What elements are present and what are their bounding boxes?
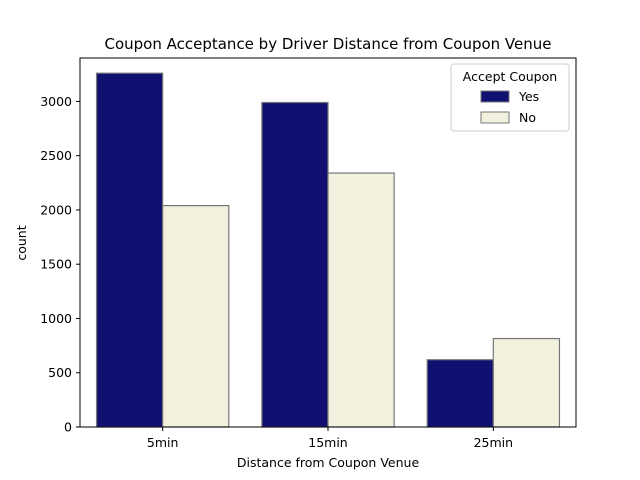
y-tick-label: 1000 [40, 311, 72, 326]
y-tick-label: 1500 [40, 257, 72, 272]
y-tick-label: 500 [48, 365, 72, 380]
bar-no-25min [492, 337, 561, 428]
x-axis: 5min 15min 25min [147, 427, 513, 450]
y-tick-label: 3000 [40, 94, 72, 109]
legend-title: Accept Coupon [463, 69, 557, 84]
legend: Accept Coupon Yes No [450, 63, 570, 132]
y-tick-label: 2000 [40, 202, 72, 217]
bar-yes-15min [261, 101, 329, 428]
y-tick-label: 0 [64, 420, 72, 435]
y-tick-label: 2500 [40, 148, 72, 163]
chart-title: Coupon Acceptance by Driver Distance fro… [104, 35, 551, 53]
x-tick-label: 5min [147, 435, 179, 450]
bar-yes-25min [426, 359, 494, 428]
bar-no-15min [327, 172, 395, 428]
legend-label-no: No [519, 110, 536, 125]
bar-yes-5min [95, 72, 164, 428]
legend-swatch-yes [480, 90, 510, 103]
x-tick-label: 25min [474, 435, 513, 450]
legend-swatch-no [480, 111, 510, 124]
x-tick-label: 15min [308, 435, 347, 450]
y-axis: 0 500 1000 1500 2000 2500 3000 [40, 94, 80, 435]
x-axis-title: Distance from Coupon Venue [237, 455, 420, 470]
plot-area [79, 57, 577, 428]
bar-no-5min [162, 205, 230, 428]
legend-label-yes: Yes [518, 89, 539, 104]
y-axis-title: count [14, 225, 29, 260]
